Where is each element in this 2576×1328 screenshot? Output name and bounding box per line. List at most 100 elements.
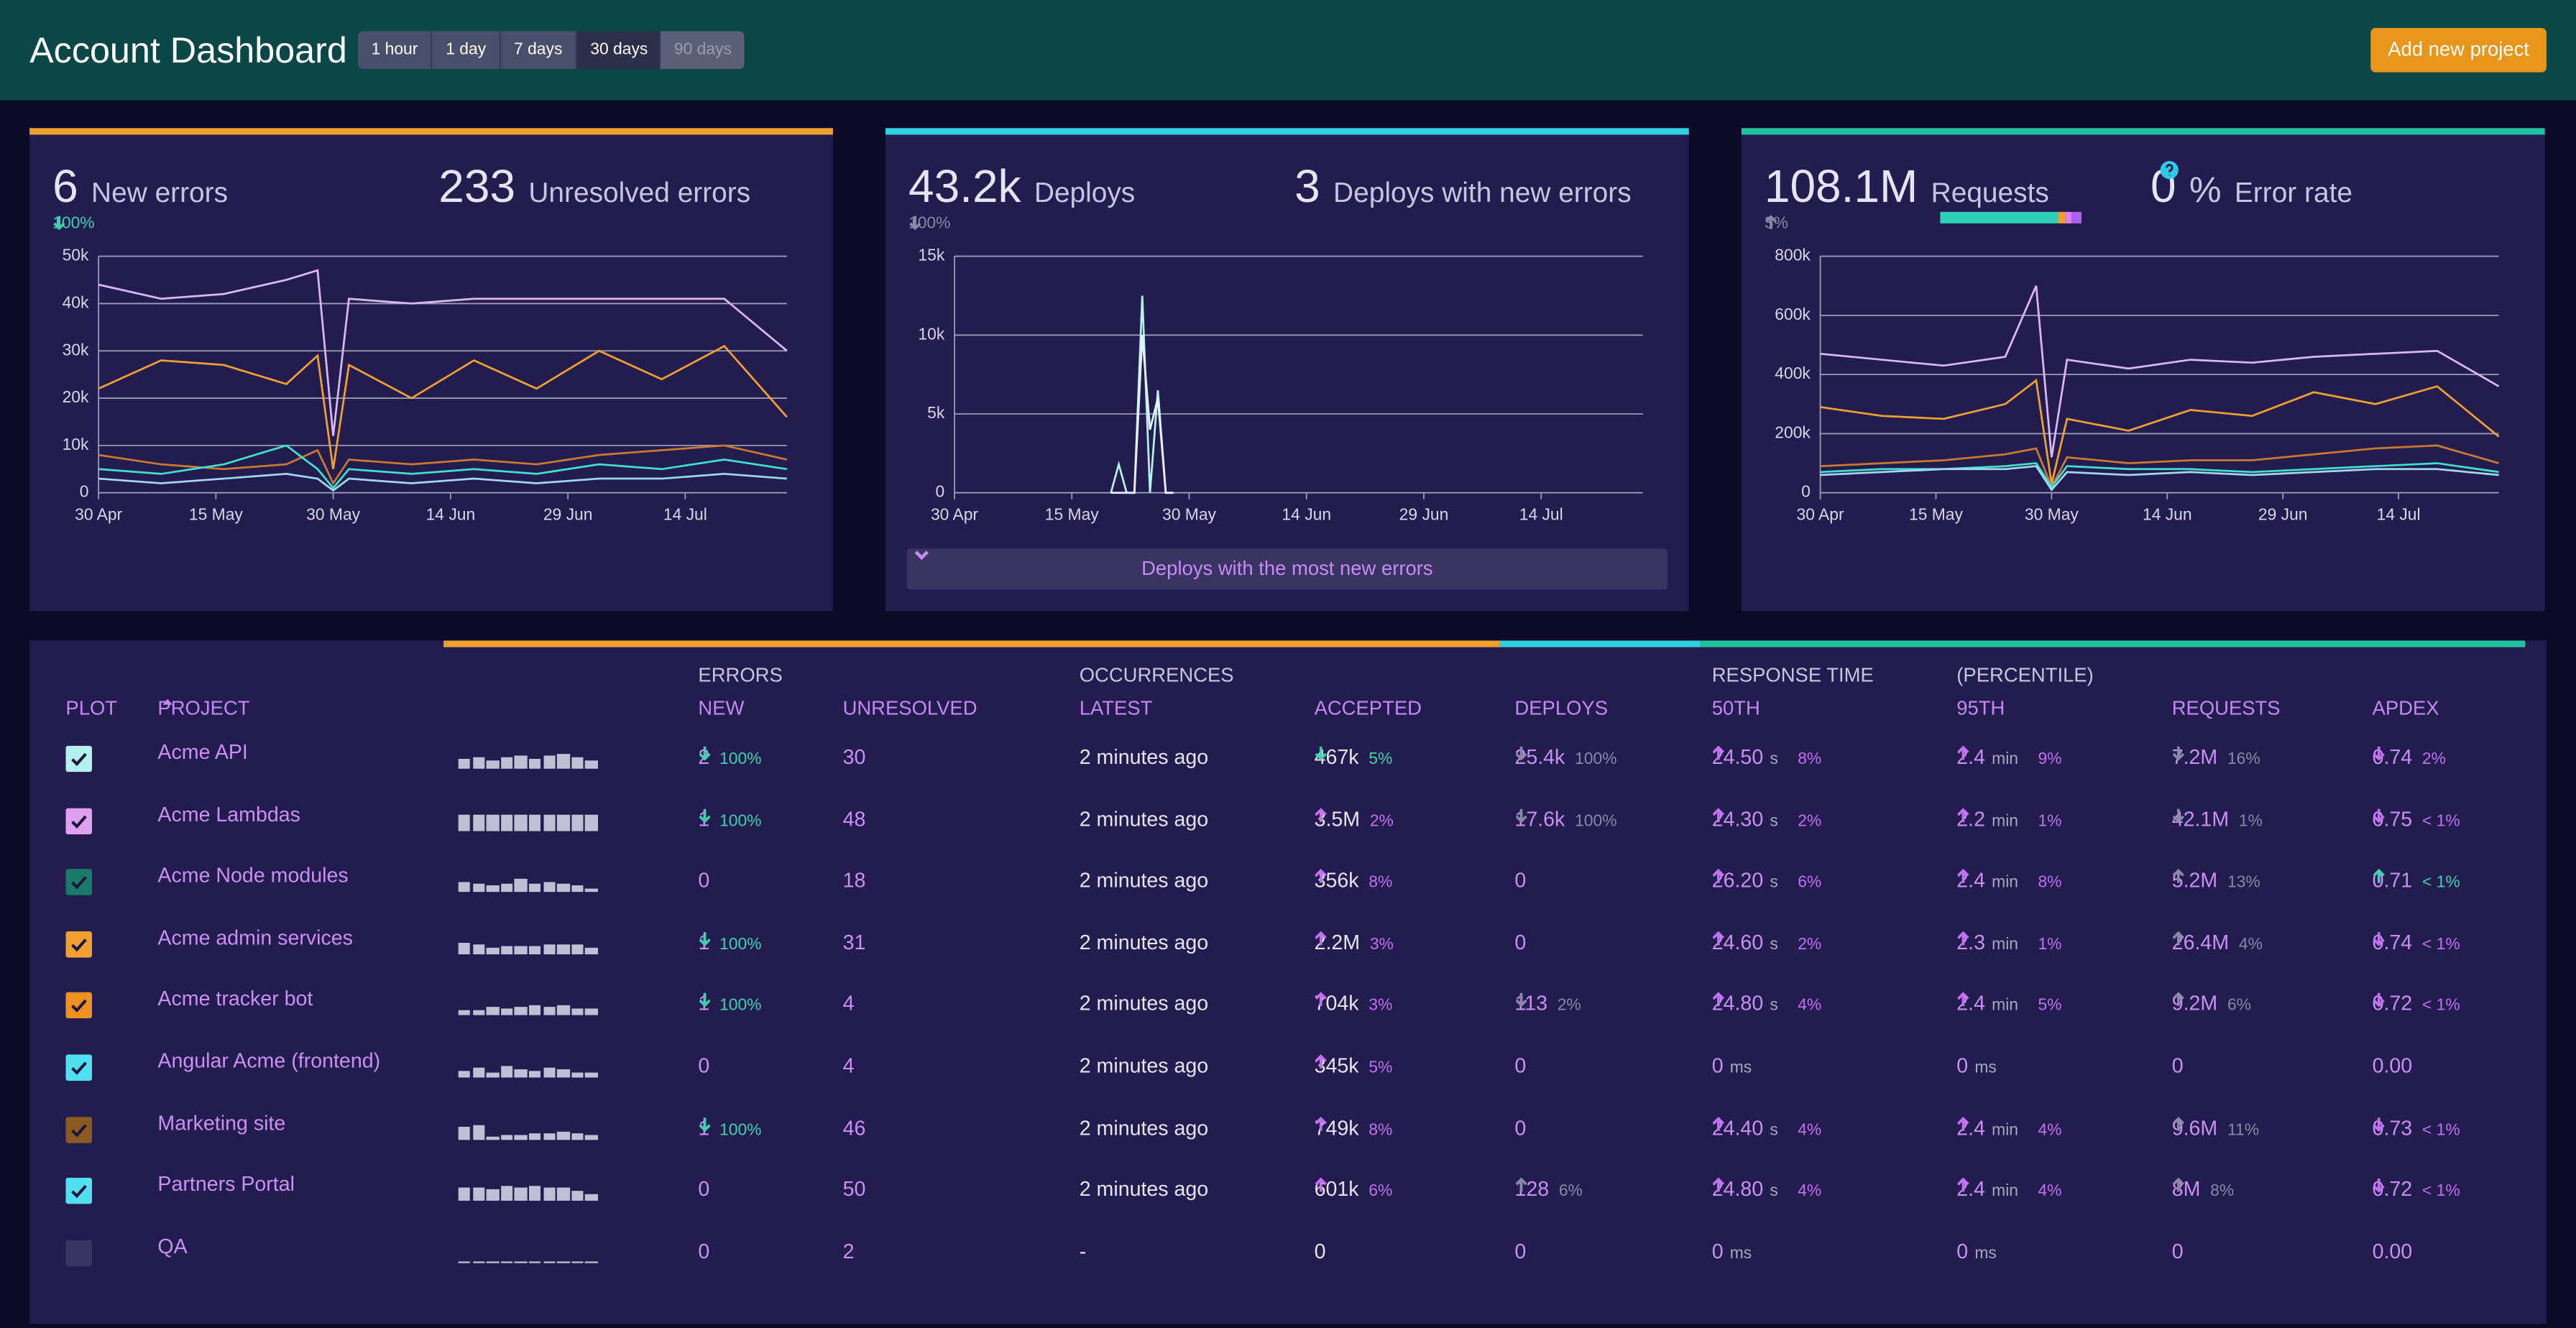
arrow-shape [2373, 931, 2385, 946]
project-name[interactable]: Acme tracker bot [157, 987, 313, 1011]
page-title: Account Dashboard [29, 29, 347, 71]
add-project-button[interactable]: Add new project [2370, 27, 2547, 73]
cell-value: 0 [698, 869, 710, 893]
spark-bar [472, 1124, 485, 1140]
table-cell: 467k 5% [1315, 746, 1393, 769]
plot-checkbox[interactable] [65, 745, 92, 773]
trend-arrow [1315, 869, 1327, 883]
cell-unit: s [1770, 1183, 1778, 1202]
spark-bar [543, 1261, 556, 1263]
trend-arrow [2172, 931, 2185, 945]
range-button[interactable]: 1 day [433, 31, 501, 69]
trend-value: 5% [2038, 997, 2062, 1016]
arrow-shape [1515, 1178, 1527, 1192]
column-header: UNRESOLVED [843, 696, 978, 719]
y-tick-label: 400k [1775, 364, 1811, 382]
column-header-label: NEW [698, 696, 745, 720]
table-accent [1499, 640, 1701, 647]
spark-bar [543, 1007, 556, 1016]
plot-checkbox[interactable] [65, 1178, 92, 1204]
spark-bar [500, 1066, 513, 1078]
trend-value: 4% [1798, 1121, 1822, 1140]
y-tick-label: 600k [1775, 305, 1811, 323]
trend: 8% [1315, 1116, 1393, 1140]
spark-bar [486, 760, 499, 769]
project-name[interactable]: Acme Node modules [157, 864, 349, 887]
checkbox-check [71, 876, 87, 890]
arrow-shape [1315, 931, 1327, 945]
spark-bar [585, 760, 598, 769]
trend-value: 1% [2238, 812, 2263, 831]
trend-value: 8% [1368, 1121, 1393, 1140]
plot-checkbox[interactable] [65, 807, 92, 834]
project-name[interactable]: Acme API [157, 740, 248, 764]
arrow-shape [1712, 807, 1725, 822]
column-header[interactable]: PROJECT [157, 696, 249, 719]
range-button[interactable]: 7 days [501, 31, 577, 69]
cell-unit: s [1770, 750, 1778, 769]
table-cell: 0 [1514, 931, 1526, 954]
spark-bar [486, 1135, 499, 1140]
spark-bar [458, 1261, 471, 1263]
arrow-shape [1315, 869, 1327, 883]
project-name[interactable]: Angular Acme (frontend) [157, 1049, 381, 1073]
spark-bar [571, 1191, 584, 1202]
trend: 100% [1515, 808, 1617, 831]
project-name[interactable]: Acme Lambdas [157, 802, 300, 826]
stat-value: 6 [52, 160, 78, 212]
spark-bar [472, 944, 485, 954]
column-header: 50TH [1712, 696, 1760, 719]
stat-panel: 6 New errors 100% 233 Unresolved errors 0 10k 2… [29, 128, 833, 612]
stat-label: Deploys [1034, 177, 1136, 209]
y-tick-label: 0 [80, 482, 89, 501]
plot-checkbox[interactable] [65, 1054, 92, 1081]
table-cell: 1 100% [698, 931, 761, 954]
trend: 100% [699, 931, 761, 954]
spark-bar [543, 755, 556, 769]
trend-value: 100% [719, 1121, 762, 1140]
table-cell: 2.4 min 5% [1956, 992, 2061, 1015]
project-name[interactable]: Partners Portal [157, 1173, 295, 1196]
trend: 100% [52, 215, 94, 233]
plot-checkbox[interactable] [65, 1240, 92, 1266]
spark-bar [571, 757, 584, 769]
table-cell: 0 [698, 1054, 709, 1077]
project-name[interactable]: Marketing site [157, 1111, 286, 1135]
trend-value: 3% [1369, 936, 1394, 954]
cell-unit: ms [1974, 1059, 1997, 1078]
trend-value: 11% [2227, 1121, 2260, 1140]
trend-value: 2% [1798, 812, 1822, 831]
plot-checkbox[interactable] [65, 992, 92, 1020]
table-cell: 24.30 s 2% [1712, 807, 1822, 831]
trend: 6% [1712, 869, 1821, 893]
spark-bar [585, 1072, 598, 1078]
cell-value: 46 [842, 1116, 866, 1140]
deploys-button-label: Deploys with the most new errors [1141, 556, 1433, 580]
table-cell: 0 [2172, 1240, 2184, 1263]
spark-bar [528, 758, 541, 769]
arrow-shape [1712, 1116, 1725, 1130]
range-button[interactable]: 30 days [576, 31, 661, 69]
table-cell: 0.00 [2373, 1054, 2413, 1077]
plot-checkbox[interactable] [65, 931, 92, 958]
trend-arrow [2373, 993, 2385, 1008]
help-icon[interactable] [2160, 160, 2179, 180]
project-name[interactable]: QA [157, 1235, 188, 1258]
arrow-shape [1957, 745, 1969, 760]
cell-value: 0.00 [2372, 1240, 2413, 1263]
table-cell: 0.74 < 1% [2373, 931, 2460, 954]
spark-bar [528, 1005, 541, 1016]
trend-value: 8% [2038, 874, 2062, 893]
plot-checkbox[interactable] [65, 869, 92, 896]
checkbox-check [71, 814, 87, 829]
range-button[interactable]: 1 hour [358, 31, 433, 69]
trend-value: 100% [719, 812, 762, 831]
project-name[interactable]: Acme admin services [157, 926, 353, 949]
spark-bar [472, 1067, 485, 1078]
deploys-button[interactable]: Deploys with the most new errors [906, 548, 1668, 590]
table-cell: 2 minutes ago [1080, 1054, 1209, 1077]
plot-checkbox[interactable] [65, 1116, 92, 1143]
spark-bar [486, 947, 499, 954]
x-tick-label: 14 Jul [2377, 505, 2421, 524]
trend: 4% [1712, 1178, 1821, 1201]
